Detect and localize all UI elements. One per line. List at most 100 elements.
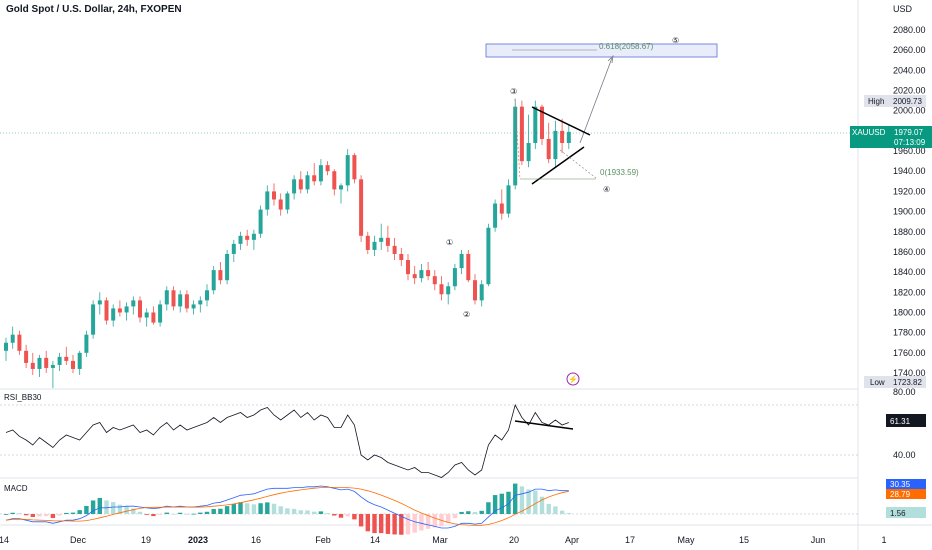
candle-body[interactable] [332, 171, 337, 190]
candle-body[interactable] [372, 241, 377, 250]
candle-body[interactable] [446, 286, 451, 295]
candle-body[interactable] [64, 356, 69, 361]
candle-body[interactable] [198, 300, 203, 305]
fib-target-box[interactable] [485, 43, 718, 58]
candle-body[interactable] [30, 362, 35, 369]
candle-body[interactable] [4, 342, 8, 351]
candle-body[interactable] [231, 243, 236, 254]
candle-body[interactable] [124, 306, 129, 313]
candle-body[interactable] [406, 260, 410, 275]
candle-body[interactable] [519, 106, 524, 162]
macd-hist-bar [519, 486, 525, 514]
candle-body[interactable] [285, 193, 290, 210]
candle-body[interactable] [225, 253, 230, 281]
candle-body[interactable] [506, 185, 511, 214]
candle-body[interactable] [218, 270, 223, 281]
candle-body[interactable] [466, 253, 471, 281]
candle-body[interactable] [131, 300, 136, 307]
candle-body[interactable] [164, 290, 169, 305]
candle-body[interactable] [71, 360, 75, 369]
candle-body[interactable] [339, 185, 343, 190]
macd-hist-bar [191, 513, 196, 515]
candle-body[interactable] [459, 253, 464, 269]
candle-body[interactable] [486, 227, 491, 285]
candle-body[interactable] [379, 237, 384, 242]
candle-body[interactable] [171, 290, 176, 307]
candle-body[interactable] [251, 233, 256, 240]
candle-body[interactable] [546, 138, 551, 160]
candle-body[interactable] [526, 142, 531, 162]
candle-body[interactable] [312, 175, 317, 182]
candle-body[interactable] [359, 179, 364, 236]
candle-body[interactable] [566, 131, 571, 143]
candle-body[interactable] [540, 106, 544, 139]
candle-body[interactable] [318, 165, 323, 182]
candle-body[interactable] [205, 290, 209, 301]
candle-body[interactable] [258, 209, 263, 234]
candle-body[interactable] [238, 235, 243, 244]
wedge-upper-line[interactable] [531, 106, 591, 136]
candle-body[interactable] [560, 130, 565, 143]
candle-body[interactable] [493, 203, 498, 228]
candle-body[interactable] [292, 179, 297, 194]
candle-body[interactable] [265, 191, 270, 210]
candle-body[interactable] [533, 106, 538, 143]
macd-hist-bar [298, 510, 303, 514]
candle-body[interactable] [57, 356, 62, 365]
candle-body[interactable] [479, 284, 484, 301]
candle-body[interactable] [17, 334, 22, 351]
candle-body[interactable] [439, 284, 444, 295]
candle-body[interactable] [50, 364, 55, 368]
candle-body[interactable] [37, 357, 42, 369]
candle-body[interactable] [117, 308, 122, 313]
candle-body[interactable] [184, 294, 189, 309]
candle-body[interactable] [385, 237, 390, 246]
candle-body[interactable] [432, 276, 437, 285]
candle-body[interactable] [191, 304, 196, 309]
candle-body[interactable] [91, 304, 96, 335]
candle-body[interactable] [138, 300, 142, 318]
candle-body[interactable] [473, 280, 477, 301]
candle-body[interactable] [325, 165, 330, 172]
candle-body[interactable] [245, 235, 250, 240]
candle-body[interactable] [298, 179, 303, 190]
candle-body[interactable] [305, 175, 310, 190]
candle-body[interactable] [84, 334, 89, 353]
macd-value-badge [886, 479, 926, 489]
candle-body[interactable] [399, 253, 404, 261]
candle-body[interactable] [111, 308, 116, 321]
candle-body[interactable] [272, 191, 276, 200]
candle-body[interactable] [151, 312, 156, 323]
candle-body[interactable] [352, 155, 357, 180]
candle-body[interactable] [77, 352, 82, 369]
candle-body[interactable] [419, 270, 424, 279]
candle-body[interactable] [104, 300, 109, 321]
candle-body[interactable] [97, 300, 102, 305]
candle-body[interactable] [452, 268, 457, 287]
price-axis[interactable]: 2080.002060.002040.002020.002000.001980.… [893, 25, 926, 378]
candle-body[interactable] [278, 199, 283, 210]
hist-value: 1.56 [890, 509, 906, 518]
candle-body[interactable] [10, 334, 15, 343]
candle-body[interactable] [24, 350, 29, 363]
candle-body[interactable] [513, 106, 518, 186]
candle-body[interactable] [345, 155, 350, 186]
candle-body[interactable] [553, 130, 558, 160]
event-marker[interactable] [566, 372, 580, 386]
time-axis[interactable]: 14 Dec 19 2023 16 Feb 14 Mar 20 Apr 17 May 15 Jun 1 [0, 535, 887, 545]
candle-body[interactable] [365, 235, 370, 250]
candle-body[interactable] [144, 312, 149, 318]
candle-body[interactable] [499, 203, 504, 214]
price-tick-label: 1840.00 [893, 267, 926, 277]
rsi-divergence-line[interactable] [514, 420, 574, 430]
macd-hist-bar [211, 509, 216, 514]
candle-body[interactable] [178, 294, 183, 307]
candle-body[interactable] [211, 270, 216, 291]
candle-body[interactable] [426, 270, 431, 277]
wedge-lower-line[interactable] [531, 146, 585, 185]
candle-body[interactable] [44, 357, 49, 368]
candle-body[interactable] [392, 245, 397, 254]
candle-body[interactable] [158, 304, 163, 323]
candle-body[interactable] [412, 274, 417, 279]
